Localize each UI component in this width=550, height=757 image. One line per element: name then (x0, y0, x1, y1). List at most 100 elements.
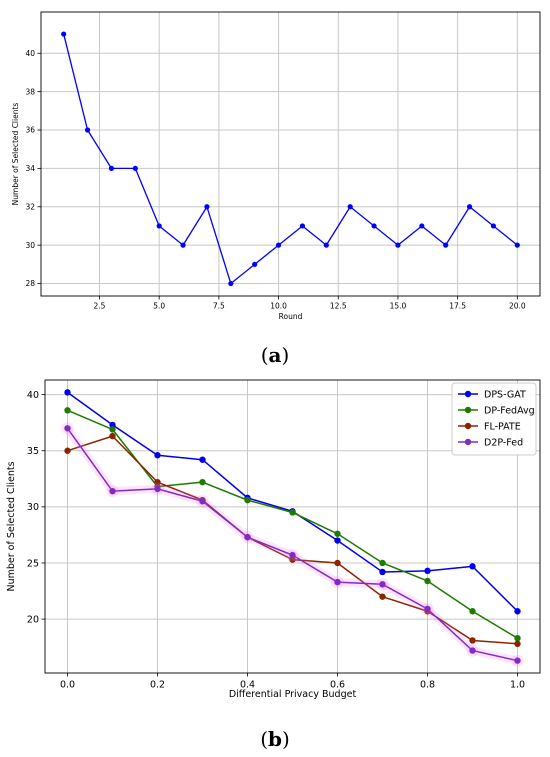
y-tick-label: 30 (25, 241, 35, 250)
plot-frame (40, 11, 541, 297)
series-glow (64, 425, 519, 665)
data-point (469, 608, 476, 615)
legend-label: DPS-GAT (484, 390, 526, 401)
data-point (64, 389, 71, 396)
y-tick-label: 34 (25, 164, 35, 173)
data-point (395, 242, 401, 248)
data-point (199, 498, 206, 505)
data-point (323, 242, 329, 248)
series-line (67, 409, 518, 639)
data-point (289, 556, 296, 563)
data-point (443, 242, 449, 248)
legend-item: D2P-Fed (458, 438, 523, 449)
y-tick-label: 36 (25, 126, 35, 135)
data-point (289, 551, 296, 559)
legend-label: DP-FedAvg (484, 406, 535, 417)
x-tick-label: 0.6 (330, 680, 345, 691)
y-tick-label: 32 (25, 202, 35, 211)
y-tick-label: 40 (25, 49, 35, 58)
data-point (289, 509, 296, 516)
data-point (180, 242, 186, 248)
data-point (334, 559, 341, 567)
data-point (64, 447, 71, 454)
data-point (132, 165, 138, 171)
data-point (109, 426, 116, 433)
data-point (424, 577, 431, 585)
data-point (199, 478, 206, 486)
x-tick-label: 1.0 (510, 680, 525, 691)
data-point (84, 127, 91, 133)
data-point (199, 456, 206, 463)
series-line (63, 33, 518, 285)
data-point (424, 605, 431, 613)
y-tick-label: 38 (25, 87, 35, 96)
x-tick-label: 2.5 (94, 302, 106, 311)
data-point (228, 280, 234, 287)
data-point (109, 487, 116, 495)
data-point (379, 568, 386, 576)
data-point (347, 204, 353, 210)
data-point (252, 261, 258, 267)
data-point (379, 581, 386, 588)
data-point (334, 537, 341, 544)
data-point (466, 204, 473, 210)
data-point (299, 223, 306, 229)
chart-b: 0.0 0.2 0.4 0.6 0.8 1.0 20 25 30 35 40 Differential… (6, 379, 541, 700)
y-tick-label: 30 (27, 502, 39, 513)
data-point (244, 533, 251, 541)
x-tick-label: 7.5 (213, 302, 225, 311)
data-point (154, 485, 161, 493)
caption-a: (a) (260, 343, 290, 367)
data-point (64, 425, 71, 432)
data-point (156, 223, 162, 229)
x-tick-label: 0.8 (420, 680, 435, 691)
data-point (514, 640, 521, 648)
data-point (64, 407, 71, 414)
grid (41, 12, 540, 296)
data-point (154, 452, 161, 459)
legend-item: FL-PATE (458, 422, 521, 433)
chart-a: 2.5 5.0 7.5 10.0 12.5 15.0 17.5 20.0 28 30 32 34 36 3… (11, 11, 541, 321)
y-tick-label: 28 (25, 279, 35, 288)
series-line (67, 391, 519, 612)
x-axis-label: Differential Privacy Budget (229, 689, 357, 700)
caption-b-letter: b (268, 727, 282, 751)
caption-b: (b) (260, 727, 290, 751)
data-point (154, 478, 161, 486)
x-tick-label: 17.5 (449, 302, 466, 311)
x-tick-label: 15.0 (390, 302, 407, 311)
data-point (379, 559, 386, 567)
data-point (469, 637, 476, 644)
y-tick-label: 40 (27, 390, 39, 401)
legend: DPS-GAT DP-FedAvg FL-PATE D2P-Fed (451, 382, 537, 456)
x-tick-label: 0.4 (240, 680, 255, 691)
x-tick-label: 0.2 (150, 680, 165, 691)
legend-swatch-marker (464, 422, 472, 430)
data-point (109, 421, 116, 429)
data-point (371, 223, 377, 229)
data-point (334, 578, 341, 586)
y-tick-label: 35 (27, 446, 39, 457)
data-point (419, 223, 425, 229)
data-point (424, 567, 431, 575)
y-tick-label: 20 (27, 614, 39, 625)
series-0 (61, 31, 520, 287)
data-point (514, 242, 520, 248)
x-tick-label: 12.5 (330, 302, 347, 311)
caption-a-letter: a (268, 343, 282, 367)
x-tick-label: 5.0 (153, 302, 165, 311)
series-3 (61, 422, 524, 667)
legend-label: FL-PATE (484, 422, 521, 433)
legend-swatch-marker (464, 406, 472, 414)
series-2 (64, 432, 521, 648)
legend-item: DPS-GAT (458, 390, 526, 401)
data-point (469, 647, 476, 654)
legend-item: DP-FedAvg (458, 406, 535, 417)
data-point (109, 432, 116, 440)
data-point (490, 223, 497, 229)
x-tick-label: 20.0 (509, 302, 526, 311)
data-point (61, 31, 67, 37)
x-tick-label: 10.0 (270, 302, 287, 311)
legend-label: D2P-Fed (484, 438, 523, 449)
data-point (379, 593, 386, 600)
